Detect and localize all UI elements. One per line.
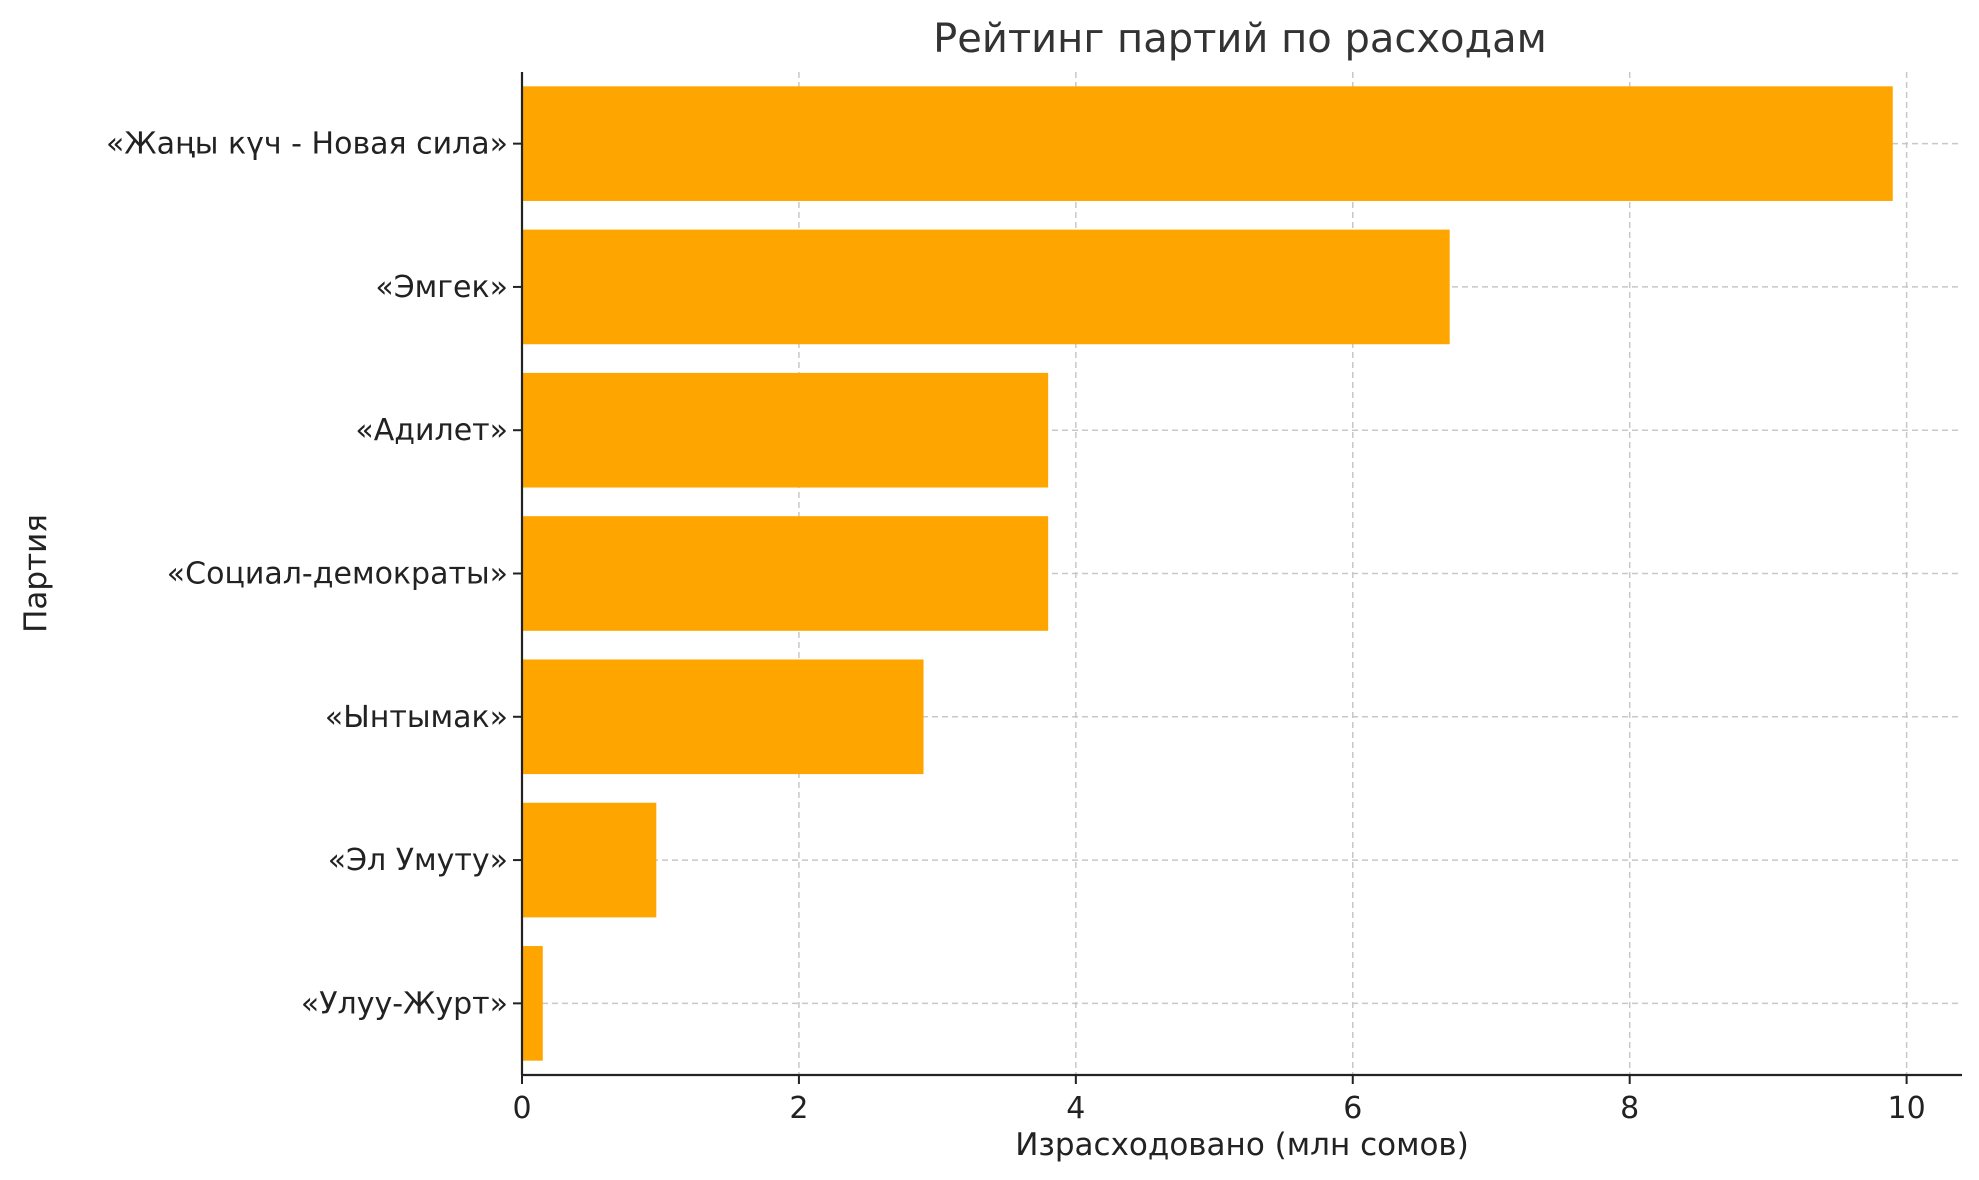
chart-title: Рейтинг партий по расходам: [933, 16, 1547, 62]
bar: [522, 372, 1049, 488]
y-tick-label: «Улуу-Журт»: [301, 986, 508, 1021]
y-tick-label: «Ынтымак»: [325, 700, 508, 735]
bar: [522, 659, 924, 775]
x-axis-label: Израсходовано (млн сомов): [1015, 1127, 1469, 1163]
bar: [522, 516, 1049, 631]
x-tick-label: 0: [512, 1091, 531, 1126]
bar: [522, 86, 1893, 201]
y-tick-label: «Адилет»: [355, 413, 508, 448]
y-axis-label: Партия: [18, 514, 54, 633]
bar: [522, 229, 1450, 345]
y-tick-label: «Социал-демократы»: [167, 557, 508, 592]
x-tick-label: 10: [1888, 1091, 1926, 1126]
x-tick-label: 2: [789, 1091, 808, 1126]
x-tick-label: 8: [1620, 1091, 1639, 1126]
y-tick-label: «Эл Умуту»: [328, 843, 508, 878]
bar: [522, 946, 543, 1061]
bar: [522, 802, 657, 918]
y-tick-label: «Эмгек»: [375, 270, 508, 305]
ticks: «Жаңы күч - Новая сила» «Эмгек» «Адилет» «С…: [106, 127, 1926, 1126]
bars: [522, 86, 1893, 1061]
y-tick-label: «Жаңы күч - Новая сила»: [106, 127, 508, 162]
x-tick-label: 4: [1066, 1091, 1085, 1126]
x-tick-label: 6: [1343, 1091, 1362, 1126]
